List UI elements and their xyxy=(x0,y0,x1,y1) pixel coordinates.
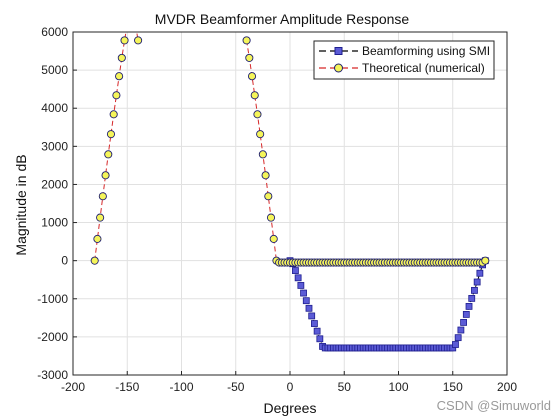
smi-point xyxy=(305,304,313,312)
y-tick-label: -3000 xyxy=(37,368,68,382)
x-axis-ticks: -200 -150 -100 -50 0 50 100 150 200 xyxy=(61,371,517,394)
smi-point xyxy=(473,278,481,286)
y-tick-label: 0 xyxy=(61,254,68,268)
theoretical-point xyxy=(266,213,276,222)
legend: Beamforming using SMI Theoretical (numer… xyxy=(313,40,495,80)
theoretical-point xyxy=(96,213,105,222)
theoretical-point xyxy=(264,192,273,201)
theoretical-point xyxy=(112,91,121,100)
smi-point xyxy=(452,341,459,348)
theoretical-point xyxy=(256,130,265,139)
theoretical-point xyxy=(269,234,278,243)
y-tick-label: -1000 xyxy=(37,292,68,306)
theoretical-point xyxy=(101,171,110,180)
series-layer xyxy=(90,32,490,352)
smi-point xyxy=(302,297,310,305)
y-tick-label: 4000 xyxy=(41,101,68,115)
theoretical-point xyxy=(481,256,490,265)
x-tick-label: 0 xyxy=(287,380,294,394)
legend-entry-smi: Beamforming using SMI xyxy=(319,44,490,58)
smi-point xyxy=(297,282,305,289)
theoretical-point xyxy=(104,150,113,159)
smi-point xyxy=(316,335,324,343)
theoretical-point xyxy=(258,150,267,159)
smi-point xyxy=(300,289,307,297)
y-tick-label: -2000 xyxy=(37,330,68,344)
y-tick-label: 6000 xyxy=(41,25,68,39)
smi-point xyxy=(294,274,302,282)
smi-point xyxy=(454,334,462,342)
theoretical-point xyxy=(120,36,129,45)
theoretical-point xyxy=(242,36,251,45)
smi-point xyxy=(457,326,465,334)
theoretical-point xyxy=(261,171,270,180)
legend-smi-label: Beamforming using SMI xyxy=(362,44,490,58)
theoretical-point xyxy=(134,36,143,45)
series-theoretical-line xyxy=(94,32,139,261)
theoretical-point xyxy=(253,110,262,119)
legend-theoretical-marker xyxy=(334,63,343,73)
theoretical-point xyxy=(115,72,124,81)
series-theoretical xyxy=(90,32,490,267)
x-tick-label: 150 xyxy=(443,380,463,394)
y-tick-label: 2000 xyxy=(41,177,68,191)
y-tick-label: 1000 xyxy=(41,216,68,230)
smi-point xyxy=(460,319,468,326)
watermark: CSDN @Simuworld xyxy=(437,398,551,413)
theoretical-point xyxy=(93,234,102,243)
series-smi xyxy=(286,257,489,352)
smi-point xyxy=(292,267,299,274)
x-tick-label: -200 xyxy=(61,380,85,394)
chart-title: MVDR Beamformer Amplitude Response xyxy=(155,11,410,27)
smi-point xyxy=(462,311,470,318)
legend-smi-marker xyxy=(334,47,343,55)
smi-point xyxy=(476,269,484,277)
theoretical-point xyxy=(247,72,257,81)
legend-theoretical-label: Theoretical (numerical) xyxy=(362,61,485,75)
legend-entry-theoretical: Theoretical (numerical) xyxy=(319,61,485,75)
smi-point xyxy=(311,320,318,327)
smi-point xyxy=(313,327,321,335)
theoretical-point xyxy=(250,91,259,100)
theoretical-point xyxy=(109,110,118,119)
x-tick-label: 50 xyxy=(338,380,352,394)
x-tick-label: -50 xyxy=(227,380,245,394)
smi-point xyxy=(465,302,473,310)
x-tick-label: -100 xyxy=(169,380,193,394)
theoretical-point xyxy=(106,130,116,139)
legend-box xyxy=(313,40,495,80)
smi-point xyxy=(471,286,478,294)
y-axis-ticks: -3000 -2000 -1000 0 1000 2000 3000 4000 5000 6000 xyxy=(37,25,77,382)
theoretical-point xyxy=(90,256,99,265)
smi-point xyxy=(308,312,316,320)
x-tick-label: 200 xyxy=(497,380,517,394)
theoretical-point xyxy=(98,192,107,201)
y-tick-label: 5000 xyxy=(41,63,68,77)
y-tick-label: 3000 xyxy=(41,139,68,153)
x-tick-label: -150 xyxy=(115,380,139,394)
x-tick-label: 100 xyxy=(388,380,408,394)
x-axis-label: Degrees xyxy=(264,400,317,416)
smi-point xyxy=(468,294,476,302)
theoretical-point xyxy=(117,53,126,62)
theoretical-point xyxy=(245,53,254,62)
y-axis-label: Magnitude in dB xyxy=(13,154,29,255)
